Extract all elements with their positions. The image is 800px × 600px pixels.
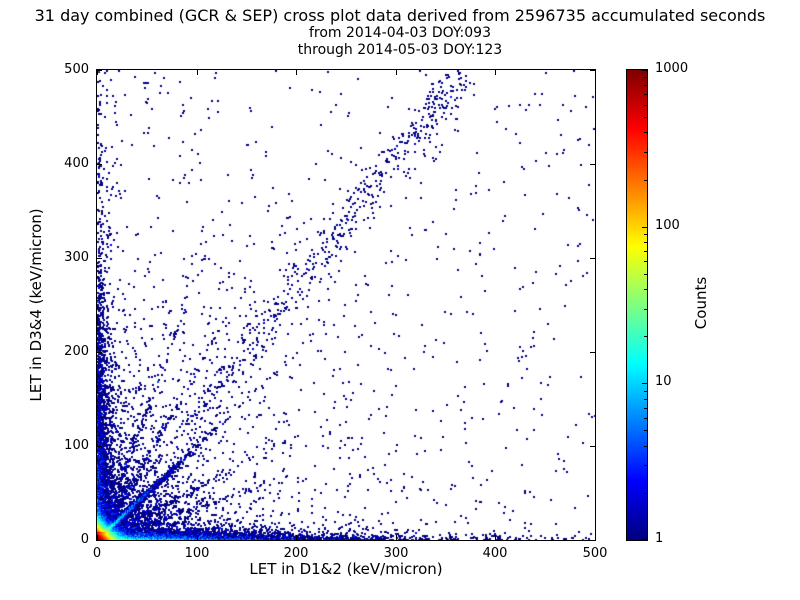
colorbar-minor-tick-mark	[644, 105, 647, 106]
colorbar-minor-tick-mark	[644, 418, 647, 419]
colorbar-minor-tick-mark	[644, 234, 647, 235]
colorbar-minor-tick-mark	[644, 446, 647, 447]
x-tick-label: 400	[482, 546, 508, 561]
chart-subtitle-through: through 2014-05-03 DOY:123	[297, 42, 503, 58]
colorbar-minor-tick-mark	[644, 289, 647, 290]
y-tick-mark	[97, 352, 102, 353]
colorbar-tick-mark	[642, 383, 647, 384]
y-tick-label: 500	[64, 62, 89, 77]
colorbar-minor-tick-mark	[644, 399, 647, 400]
colorbar-tick-label: 1	[655, 531, 664, 546]
x-tick-mark	[197, 70, 198, 75]
plot-area	[96, 69, 596, 541]
y-tick-mark	[590, 540, 595, 541]
colorbar-minor-tick-mark	[644, 152, 647, 153]
colorbar-minor-tick-mark	[644, 117, 647, 118]
colorbar-tick-label: 10	[655, 374, 672, 389]
colorbar-minor-tick-mark	[644, 309, 647, 310]
colorbar-minor-tick-mark	[644, 132, 647, 133]
y-tick-label: 100	[64, 438, 89, 453]
colorbar-minor-tick-mark	[644, 77, 647, 78]
colorbar-minor-tick-mark	[644, 408, 647, 409]
x-tick-mark	[495, 535, 496, 540]
colorbar-tick-label: 100	[655, 218, 680, 233]
colorbar-tick-mark	[642, 539, 647, 540]
x-tick-label: 100	[184, 546, 210, 561]
x-tick-mark	[296, 535, 297, 540]
y-tick-mark	[97, 540, 102, 541]
colorbar-gradient-canvas	[627, 70, 647, 540]
y-tick-mark	[590, 164, 595, 165]
y-tick-label: 400	[64, 156, 89, 171]
y-tick-label: 200	[64, 344, 89, 359]
colorbar-minor-tick-mark	[644, 274, 647, 275]
x-axis-label: LET in D1&2 (keV/micron)	[249, 560, 443, 578]
x-tick-mark	[197, 535, 198, 540]
colorbar-label: Counts	[692, 276, 710, 330]
y-tick-mark	[590, 70, 595, 71]
colorbar-tick-label: 1000	[655, 61, 689, 76]
x-tick-mark	[97, 535, 98, 540]
y-tick-mark	[590, 352, 595, 353]
x-tick-mark	[595, 70, 596, 75]
x-tick-mark	[97, 70, 98, 75]
x-tick-mark	[595, 535, 596, 540]
colorbar-minor-tick-mark	[644, 430, 647, 431]
colorbar-minor-tick-mark	[644, 465, 647, 466]
y-tick-mark	[97, 446, 102, 447]
x-tick-mark	[495, 70, 496, 75]
x-tick-mark	[396, 535, 397, 540]
colorbar	[626, 69, 648, 541]
x-tick-mark	[296, 70, 297, 75]
y-tick-label: 300	[64, 250, 89, 265]
y-tick-mark	[97, 164, 102, 165]
colorbar-minor-tick-mark	[644, 251, 647, 252]
x-tick-mark	[396, 70, 397, 75]
colorbar-minor-tick-mark	[644, 336, 647, 337]
colorbar-minor-tick-mark	[644, 180, 647, 181]
colorbar-minor-tick-mark	[644, 94, 647, 95]
colorbar-tick-mark	[642, 227, 647, 228]
y-tick-mark	[590, 258, 595, 259]
y-tick-label: 0	[80, 532, 89, 547]
chart-subtitle-from: from 2014-04-03 DOY:093	[308, 25, 491, 41]
y-tick-mark	[97, 258, 102, 259]
colorbar-minor-tick-mark	[644, 391, 647, 392]
x-tick-label: 300	[383, 546, 409, 561]
colorbar-minor-tick-mark	[644, 85, 647, 86]
colorbar-tick-mark	[642, 70, 647, 71]
y-tick-mark	[590, 446, 595, 447]
scatter-canvas	[97, 70, 595, 540]
x-tick-label: 200	[283, 546, 309, 561]
colorbar-minor-tick-mark	[644, 242, 647, 243]
chart-title: 31 day combined (GCR & SEP) cross plot d…	[34, 6, 766, 25]
x-tick-label: 0	[92, 546, 102, 561]
y-axis-label: LET in D3&4 (keV/micron)	[27, 208, 45, 402]
y-tick-mark	[97, 70, 102, 71]
x-tick-label: 500	[582, 546, 608, 561]
colorbar-minor-tick-mark	[644, 261, 647, 262]
colorbar-minor-tick-mark	[644, 493, 647, 494]
